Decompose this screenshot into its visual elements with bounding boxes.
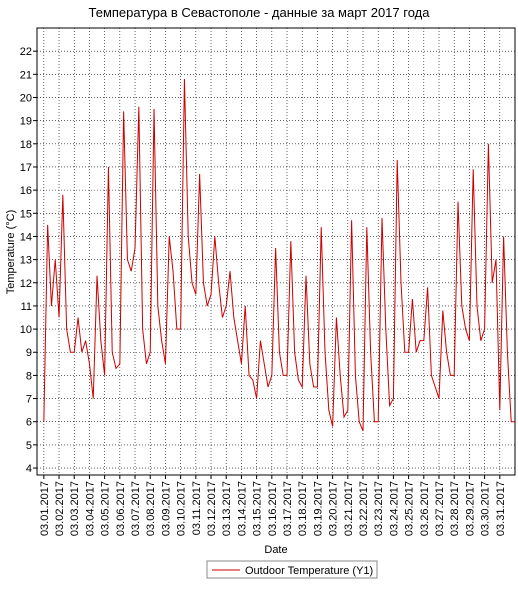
- x-axis-title: Date: [264, 544, 287, 556]
- legend-box: [206, 560, 378, 579]
- y-tick-label: 21: [20, 69, 32, 81]
- x-tick-label: 03.14.2017: [236, 481, 248, 536]
- x-tick-label: 03.26.2017: [419, 481, 431, 536]
- y-tick-label: 19: [20, 116, 32, 128]
- data-line: [43, 78, 515, 432]
- x-tick-label: 03.24.2017: [388, 481, 400, 536]
- x-tick-label: 03.20.2017: [328, 481, 340, 536]
- y-tick-label: 20: [20, 92, 32, 104]
- y-tick-label: 22: [20, 46, 32, 58]
- y-tick-label: 14: [20, 231, 32, 243]
- x-tick-label: 03.30.2017: [480, 481, 492, 536]
- x-tick-label: 03.17.2017: [282, 481, 294, 536]
- x-tick-label: 03.10.2017: [176, 481, 188, 536]
- x-tick-label: 03.19.2017: [312, 481, 324, 536]
- y-tick-label: 7: [26, 394, 32, 406]
- x-tick-label: 03.23.2017: [373, 481, 385, 536]
- x-tick-label: 03.03.2017: [69, 481, 81, 536]
- y-tick-label: 15: [20, 208, 32, 220]
- y-tick-label: 11: [21, 301, 32, 313]
- x-tick-label: 03.09.2017: [160, 481, 172, 536]
- y-tick-label: 9: [26, 347, 32, 359]
- x-tick-label: 03.11.2017: [191, 481, 203, 535]
- x-tick-label: 03.02.2017: [54, 481, 66, 536]
- y-tick-label: 13: [20, 255, 32, 267]
- x-tick-label: 03.06.2017: [115, 481, 127, 536]
- x-tick-label: 03.29.2017: [464, 481, 476, 536]
- x-tick-label: 03.31.2017: [495, 481, 507, 536]
- x-tick-label: 03.01.2017: [39, 481, 51, 536]
- y-tick-label: 12: [20, 278, 32, 290]
- x-tick-label: 03.15.2017: [252, 481, 264, 536]
- y-tick-label: 8: [26, 370, 32, 382]
- x-tick-label: 03.28.2017: [449, 481, 461, 536]
- y-axis-title: Temperature (°C): [5, 210, 17, 294]
- y-tick-label: 16: [20, 185, 32, 197]
- chart-title: Температура в Севастополе - данные за ма…: [89, 5, 431, 20]
- y-tick-label: 10: [20, 324, 32, 336]
- x-tick-label: 03.18.2017: [297, 481, 309, 536]
- x-tick-label: 03.27.2017: [434, 481, 446, 536]
- x-tick-label: 03.22.2017: [358, 481, 370, 536]
- x-tick-label: 03.04.2017: [84, 481, 96, 536]
- x-tick-label: 03.21.2017: [343, 481, 355, 536]
- y-tick-label: 17: [20, 162, 32, 174]
- x-tick-label: 03.13.2017: [221, 481, 233, 536]
- y-tick-label: 4: [26, 463, 32, 475]
- x-tick-label: 03.25.2017: [404, 481, 416, 536]
- x-tick-label: 03.16.2017: [267, 481, 279, 536]
- x-tick-label: 03.07.2017: [130, 481, 142, 536]
- legend-label: Outdoor Temperature (Y1): [245, 565, 373, 577]
- x-tick-label: 03.12.2017: [206, 481, 218, 536]
- y-tick-label: 18: [20, 139, 32, 151]
- x-tick-label: 03.08.2017: [145, 481, 157, 536]
- y-tick-label: 5: [26, 440, 32, 452]
- x-tick-label: 03.05.2017: [100, 481, 112, 536]
- y-tick-label: 6: [26, 417, 32, 429]
